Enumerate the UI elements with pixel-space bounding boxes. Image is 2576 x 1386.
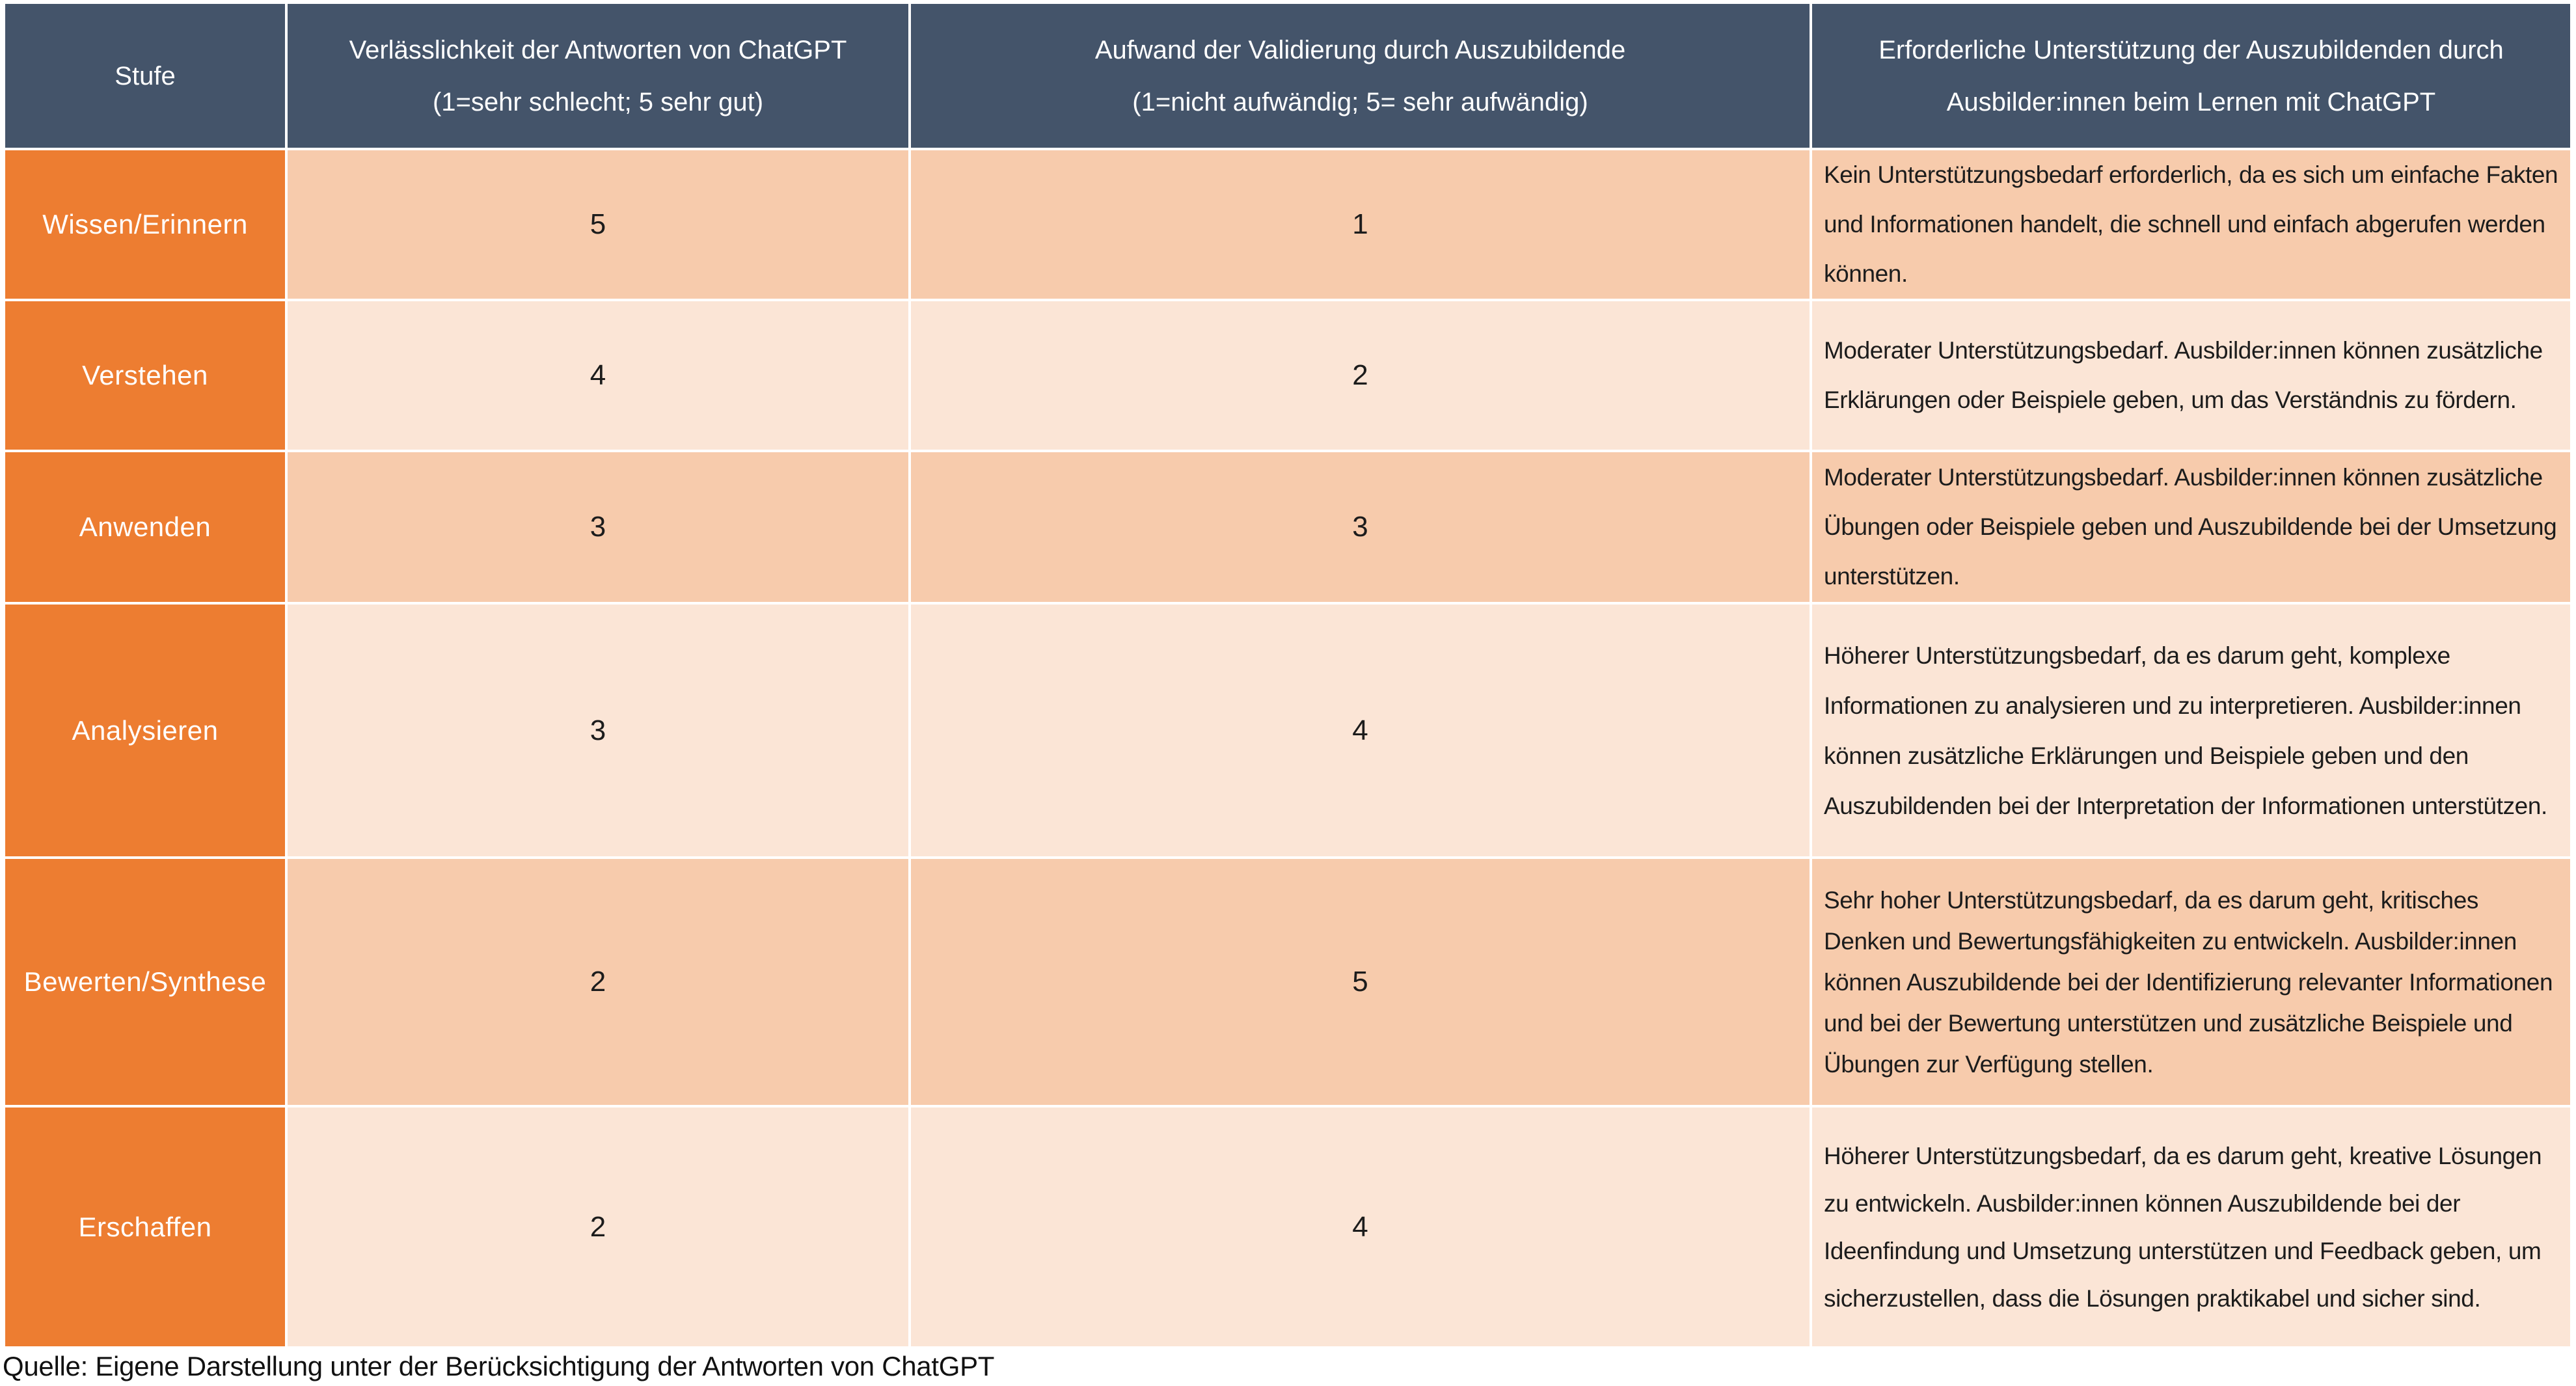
header-line: Aufwand der Validierung durch Auszubilde… xyxy=(1094,35,1626,64)
value-text: 1 xyxy=(1352,208,1368,240)
value-text: 2 xyxy=(590,966,606,998)
bloom-chatgpt-table: Stufe Verlässlichkeit der Antworten von … xyxy=(5,4,2570,1346)
header-line: (1=sehr schlecht; 5 sehr gut) xyxy=(432,87,764,116)
header-cell-unterstuetzung: Erforderliche Unterstützung der Auszubil… xyxy=(1812,4,2570,148)
verlaesslichkeit-value: 2 xyxy=(288,1107,908,1346)
header-cell-verlaesslichkeit: Verlässlichkeit der Antworten von ChatGP… xyxy=(288,4,908,148)
unterstuetzung-text: Kein Unterstützungsbedarf erforderlich, … xyxy=(1812,150,2570,299)
value-text: 4 xyxy=(1352,1210,1368,1243)
stufe-label: Wissen/Erinnern xyxy=(42,209,248,239)
header-line: Erforderliche Unterstützung der Auszubil… xyxy=(1878,35,2504,64)
aufwand-value: 4 xyxy=(911,605,1810,856)
verlaesslichkeit-value: 3 xyxy=(288,605,908,856)
header-cell-stufe: Stufe xyxy=(5,4,285,148)
stufe-label: Analysieren xyxy=(72,714,219,746)
description-paragraph: Moderater Unterstützungsbedarf. Ausbilde… xyxy=(1824,464,2557,590)
stufe-label: Anwenden xyxy=(79,511,211,542)
value-text: 2 xyxy=(1352,359,1368,391)
value-text: 3 xyxy=(1352,511,1368,543)
stufe-label: Bewerten/Synthese xyxy=(23,966,267,997)
row-label-wissen-erinnern: Wissen/Erinnern xyxy=(5,150,285,299)
verlaesslichkeit-value: 5 xyxy=(288,150,908,299)
aufwand-value: 5 xyxy=(911,859,1810,1105)
row-label-erschaffen: Erschaffen xyxy=(5,1107,285,1346)
aufwand-value: 3 xyxy=(911,452,1810,602)
header-line: Verlässlichkeit der Antworten von ChatGP… xyxy=(349,35,847,64)
value-text: 2 xyxy=(590,1210,606,1243)
stufe-label: Verstehen xyxy=(82,360,208,390)
description-paragraph: Sehr hoher Unterstützungsbedarf, da es d… xyxy=(1824,886,2553,1078)
header-cell-aufwand: Aufwand der Validierung durch Auszubilde… xyxy=(911,4,1810,148)
row-label-analysieren: Analysieren xyxy=(5,605,285,856)
unterstuetzung-text: Moderater Unterstützungsbedarf. Ausbilde… xyxy=(1812,301,2570,450)
value-text: 3 xyxy=(590,714,606,746)
unterstuetzung-text: Höherer Unterstützungsbedarf, da es daru… xyxy=(1812,1107,2570,1346)
unterstuetzung-text: Sehr hoher Unterstützungsbedarf, da es d… xyxy=(1812,859,2570,1105)
row-label-anwenden: Anwenden xyxy=(5,452,285,602)
unterstuetzung-text: Höherer Unterstützungsbedarf, da es daru… xyxy=(1812,605,2570,856)
verlaesslichkeit-value: 2 xyxy=(288,859,908,1105)
aufwand-value: 1 xyxy=(911,150,1810,299)
value-text: 4 xyxy=(1352,714,1368,746)
description-paragraph: Moderater Unterstützungsbedarf. Ausbilde… xyxy=(1824,337,2543,413)
description-paragraph: Höherer Unterstützungsbedarf, da es daru… xyxy=(1824,642,2547,819)
row-label-verstehen: Verstehen xyxy=(5,301,285,450)
verlaesslichkeit-value: 4 xyxy=(288,301,908,450)
value-text: 5 xyxy=(1352,966,1368,998)
value-text: 5 xyxy=(590,208,606,240)
header-line: Ausbilder:innen beim Lernen mit ChatGPT xyxy=(1946,87,2436,116)
aufwand-value: 4 xyxy=(911,1107,1810,1346)
stufe-label: Erschaffen xyxy=(78,1211,212,1242)
value-text: 4 xyxy=(590,359,606,391)
header-label: Stufe xyxy=(115,61,176,90)
description-paragraph: Kein Unterstützungsbedarf erforderlich, … xyxy=(1824,161,2558,287)
source-caption: Quelle: Eigene Darstellung unter der Ber… xyxy=(3,1351,995,1381)
value-text: 3 xyxy=(590,511,606,543)
verlaesslichkeit-value: 3 xyxy=(288,452,908,602)
aufwand-value: 2 xyxy=(911,301,1810,450)
description-paragraph: Höherer Unterstützungsbedarf, da es daru… xyxy=(1824,1142,2542,1312)
header-line: (1=nicht aufwändig; 5= sehr aufwändig) xyxy=(1132,87,1588,116)
unterstuetzung-text: Moderater Unterstützungsbedarf. Ausbilde… xyxy=(1812,452,2570,602)
row-label-bewerten-synthese: Bewerten/Synthese xyxy=(5,859,285,1105)
